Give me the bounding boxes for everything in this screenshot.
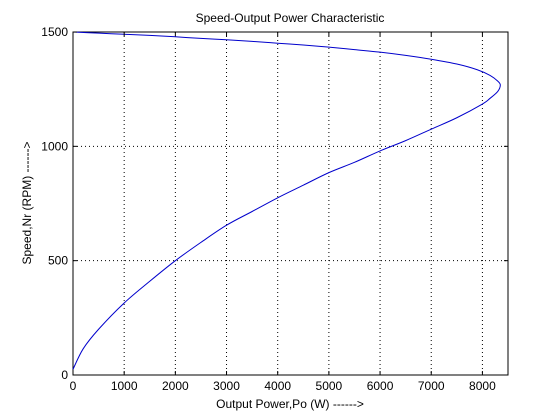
x-tick-label: 0 bbox=[70, 379, 77, 393]
series-layer bbox=[72, 31, 501, 370]
y-tick-label: 0 bbox=[61, 368, 68, 382]
y-tick-label: 1500 bbox=[41, 25, 68, 39]
y-axis-label: Speed,Nr (RPM) ------> bbox=[20, 141, 34, 264]
y-tick-label: 500 bbox=[48, 254, 68, 268]
x-axis-label: Output Power,Po (W) ------> bbox=[216, 397, 364, 411]
x-tick-label: 6000 bbox=[367, 379, 394, 393]
chart-title: Speed-Output Power Characteristic bbox=[196, 11, 385, 25]
x-tick-label: 5000 bbox=[316, 379, 343, 393]
tick-layer: 0 1000 2000 3000 4000 5000 6000 7000 8000 0 500 100… bbox=[41, 25, 508, 393]
x-tick-label: 3000 bbox=[213, 379, 240, 393]
plot-area: 0 1000 2000 3000 4000 5000 6000 7000 8000 0 500 100… bbox=[41, 25, 509, 393]
speed-power-curve bbox=[72, 31, 501, 370]
x-tick-label: 4000 bbox=[264, 379, 291, 393]
x-tick-label: 7000 bbox=[418, 379, 445, 393]
grid-layer bbox=[73, 32, 508, 375]
x-tick-label: 1000 bbox=[111, 379, 138, 393]
y-tick-label: 1000 bbox=[41, 139, 68, 153]
x-tick-label: 2000 bbox=[162, 379, 189, 393]
x-tick-label: 8000 bbox=[469, 379, 496, 393]
axes-box bbox=[72, 31, 509, 376]
